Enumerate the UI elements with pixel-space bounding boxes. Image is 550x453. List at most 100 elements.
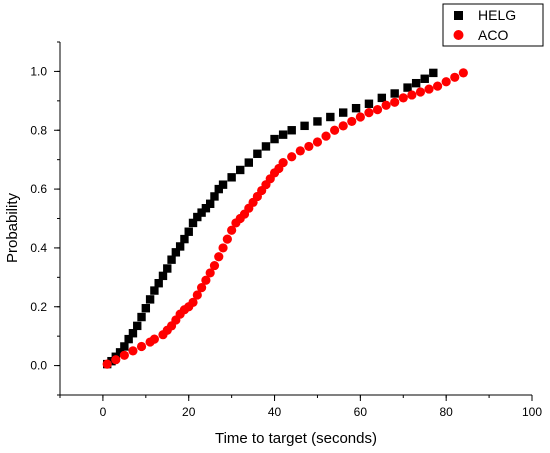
data-point-helg bbox=[390, 89, 399, 98]
data-point-aco bbox=[398, 93, 408, 103]
series-aco bbox=[102, 68, 468, 369]
data-point-aco bbox=[188, 297, 198, 307]
y-tick-label-0.6: 0.6 bbox=[30, 182, 47, 196]
data-point-helg bbox=[167, 255, 176, 264]
data-point-helg bbox=[253, 149, 262, 158]
legend-label-aco: ACO bbox=[478, 27, 508, 43]
data-point-helg bbox=[171, 248, 181, 257]
data-point-aco bbox=[102, 359, 112, 369]
data-point-helg bbox=[141, 304, 151, 313]
x-tick-label-0: 0 bbox=[100, 405, 107, 419]
data-point-helg bbox=[420, 74, 429, 83]
data-point-aco bbox=[295, 146, 305, 156]
data-point-helg bbox=[429, 68, 438, 78]
data-point-aco bbox=[330, 125, 340, 135]
data-point-helg bbox=[214, 184, 223, 194]
y-tick-label-0.2: 0.2 bbox=[30, 300, 47, 314]
y-axis-title: Probability bbox=[4, 192, 21, 263]
data-point-aco bbox=[205, 268, 215, 278]
data-point-aco bbox=[321, 131, 331, 141]
data-point-helg bbox=[326, 112, 335, 122]
legend-marker-aco bbox=[453, 30, 464, 40]
data-point-aco bbox=[441, 77, 451, 87]
data-point-helg bbox=[210, 192, 219, 201]
series-helg bbox=[103, 68, 438, 369]
data-point-helg bbox=[339, 108, 348, 117]
data-point-helg bbox=[115, 348, 125, 357]
y-tick-label-1.0: 1.0 bbox=[30, 64, 47, 78]
data-point-aco bbox=[390, 97, 400, 107]
data-point-aco bbox=[312, 137, 323, 147]
data-point-helg bbox=[158, 271, 168, 281]
data-point-helg bbox=[193, 212, 202, 222]
x-tick-label-20: 20 bbox=[182, 405, 196, 419]
data-point-aco bbox=[450, 72, 460, 82]
data-point-aco bbox=[304, 141, 314, 152]
data-point-aco bbox=[149, 334, 159, 344]
data-point-helg bbox=[205, 199, 215, 208]
data-point-helg bbox=[287, 126, 296, 135]
data-point-aco bbox=[128, 346, 138, 356]
data-point-aco bbox=[424, 84, 434, 94]
data-point-aco bbox=[407, 90, 417, 100]
x-tick-label-80: 80 bbox=[440, 405, 454, 419]
data-point-helg bbox=[180, 234, 189, 244]
y-ticks: 0.0 0.2 0.4 0.6 0.8 1.0 bbox=[30, 41, 60, 396]
data-point-helg bbox=[313, 117, 322, 126]
x-ticks: 0 20 40 60 80 100 bbox=[59, 395, 542, 419]
x-axis-title: Time to target (seconds) bbox=[215, 430, 377, 447]
data-point-aco bbox=[214, 252, 224, 262]
data-point-helg bbox=[120, 342, 129, 351]
data-point-aco bbox=[278, 158, 288, 168]
data-point-aco bbox=[355, 112, 365, 122]
data-point-aco bbox=[222, 234, 232, 244]
data-point-helg bbox=[261, 142, 271, 151]
data-point-helg bbox=[364, 99, 374, 108]
data-point-helg bbox=[411, 78, 421, 88]
data-point-helg bbox=[278, 130, 288, 139]
data-point-aco bbox=[227, 225, 237, 235]
series-layer bbox=[102, 68, 468, 369]
data-point-helg bbox=[133, 321, 142, 331]
data-point-aco bbox=[347, 116, 357, 127]
data-point-helg bbox=[403, 83, 412, 92]
data-point-helg bbox=[184, 227, 193, 236]
data-point-aco bbox=[287, 152, 297, 162]
data-point-helg bbox=[201, 204, 211, 213]
legend: HELG ACO bbox=[442, 3, 544, 47]
data-point-aco bbox=[197, 283, 207, 293]
data-point-helg bbox=[154, 279, 163, 288]
data-point-aco bbox=[364, 108, 374, 118]
x-tick-label-40: 40 bbox=[268, 405, 282, 419]
data-point-aco bbox=[218, 243, 228, 253]
data-point-aco bbox=[119, 350, 129, 360]
data-point-helg bbox=[218, 180, 228, 189]
data-point-aco bbox=[458, 68, 468, 78]
data-point-helg bbox=[227, 173, 236, 182]
data-point-helg bbox=[145, 295, 155, 304]
data-point-helg bbox=[377, 93, 387, 103]
x-tick-label-100: 100 bbox=[522, 405, 542, 419]
data-point-aco bbox=[372, 105, 383, 115]
y-tick-label-0.8: 0.8 bbox=[30, 123, 47, 137]
data-point-helg bbox=[244, 158, 253, 167]
y-tick-label-0.0: 0.0 bbox=[30, 359, 47, 373]
data-point-helg bbox=[236, 165, 245, 175]
data-point-helg bbox=[163, 264, 172, 273]
data-point-helg bbox=[150, 286, 159, 295]
data-point-helg bbox=[124, 334, 133, 344]
data-point-helg bbox=[270, 134, 279, 144]
data-point-helg bbox=[351, 103, 361, 113]
data-point-aco bbox=[415, 87, 426, 97]
data-point-aco bbox=[201, 275, 211, 285]
data-point-aco bbox=[338, 121, 348, 131]
data-point-aco bbox=[136, 341, 147, 352]
y-tick-label-0.4: 0.4 bbox=[30, 241, 47, 255]
legend-marker-helg bbox=[454, 11, 463, 20]
data-point-aco bbox=[192, 290, 202, 300]
x-tick-label-60: 60 bbox=[354, 405, 368, 419]
data-point-aco bbox=[433, 81, 443, 91]
data-point-helg bbox=[137, 312, 146, 322]
data-point-aco bbox=[209, 260, 220, 271]
